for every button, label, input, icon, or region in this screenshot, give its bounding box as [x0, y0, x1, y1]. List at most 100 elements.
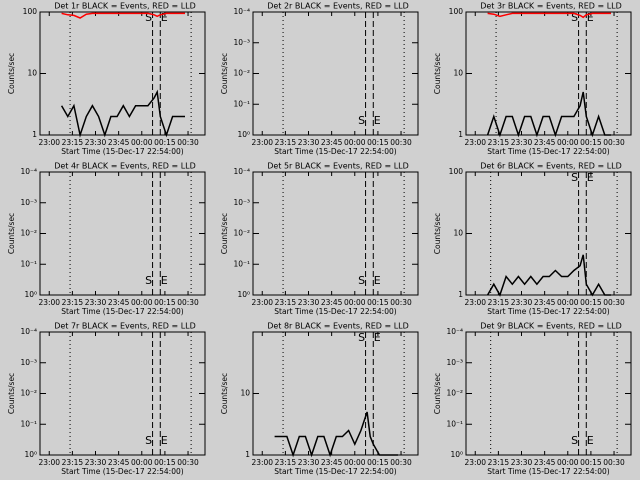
x-tick-label: 23:15	[488, 298, 510, 307]
marker-label: S	[358, 331, 365, 344]
y-tick-label: 10⁰	[24, 290, 37, 299]
x-tick-label: 00:15	[154, 298, 176, 307]
x-axis-label: Start Time (15-Dec-17 22:54:00)	[487, 307, 609, 316]
x-tick-label: 23:15	[275, 138, 297, 147]
x-tick-label: 23:45	[321, 138, 343, 147]
y-tick-label: 10⁻⁴	[20, 167, 37, 176]
y-tick-label: 10⁻²	[20, 389, 37, 398]
y-tick-label: 10⁻³	[20, 198, 37, 207]
x-axis-label: Start Time (15-Dec-17 22:54:00)	[61, 467, 183, 476]
marker-label: S	[358, 274, 365, 287]
x-tick-label: 00:00	[131, 458, 153, 467]
y-axis-label: Counts/sec	[433, 213, 442, 254]
x-tick-label: 23:45	[108, 458, 130, 467]
x-tick-label: 00:00	[131, 138, 153, 147]
panel: Det 7r BLACK = Events, RED = LLD Counts/s…	[7, 322, 206, 476]
x-tick-label: 23:30	[298, 138, 320, 147]
marker-label: E	[161, 11, 168, 24]
marker-label: E	[587, 434, 594, 447]
y-tick-label: 10⁻⁴	[233, 7, 250, 16]
x-tick-label: 23:00	[464, 298, 486, 307]
panel: Det 5r BLACK = Events, RED = LLD Counts/s…	[220, 162, 419, 316]
x-tick-label: 23:45	[321, 458, 343, 467]
x-tick-label: 00:00	[344, 298, 366, 307]
panel-title: Det 5r BLACK = Events, RED = LLD	[267, 162, 409, 171]
x-tick-label: 00:00	[557, 458, 579, 467]
x-tick-label: 23:30	[511, 458, 533, 467]
y-axis-label: Counts/sec	[7, 373, 16, 414]
panel-title: Det 3r BLACK = Events, RED = LLD	[480, 2, 622, 11]
x-tick-label: 23:45	[534, 138, 556, 147]
x-tick-label: 00:30	[177, 138, 199, 147]
x-tick-label: 00:00	[344, 138, 366, 147]
x-tick-label: 23:30	[511, 138, 533, 147]
series-line	[486, 254, 611, 297]
y-tick-label: 10⁰	[450, 450, 463, 459]
x-tick-label: 00:30	[390, 138, 412, 147]
marker-label: S	[145, 274, 152, 287]
x-axis-label: Start Time (15-Dec-17 22:54:00)	[487, 467, 609, 476]
marker-label: E	[374, 331, 381, 344]
plot-frame	[252, 11, 419, 136]
marker-label: E	[587, 171, 594, 184]
y-tick-label: 10	[453, 69, 463, 78]
x-tick-label: 23:30	[298, 458, 320, 467]
y-tick-label: 10⁻³	[20, 358, 37, 367]
x-tick-label: 23:00	[38, 458, 60, 467]
x-axis-label: Start Time (15-Dec-17 22:54:00)	[274, 467, 396, 476]
x-tick-label: 00:15	[154, 458, 176, 467]
series-line	[61, 12, 185, 19]
panel-title: Det 6r BLACK = Events, RED = LLD	[480, 162, 622, 171]
x-tick-label: 00:30	[177, 298, 199, 307]
y-axis-label: Counts/sec	[220, 373, 229, 414]
marker-label: S	[571, 434, 578, 447]
y-axis-label: Counts/sec	[220, 213, 229, 254]
y-tick-label: 10⁻¹	[20, 419, 37, 428]
x-tick-label: 00:30	[390, 298, 412, 307]
x-tick-label: 00:15	[367, 138, 389, 147]
x-tick-label: 00:15	[367, 298, 389, 307]
plot-frame	[252, 171, 419, 296]
marker-label: S	[571, 171, 578, 184]
x-tick-label: 23:00	[464, 138, 486, 147]
x-tick-label: 23:00	[38, 138, 60, 147]
x-axis-label: Start Time (15-Dec-17 22:54:00)	[487, 147, 609, 156]
x-tick-label: 23:30	[85, 298, 107, 307]
y-axis-label: Counts/sec	[220, 53, 229, 94]
y-tick-label: 10	[240, 389, 250, 398]
y-tick-label: 10⁻³	[233, 38, 250, 47]
x-tick-label: 00:15	[154, 138, 176, 147]
y-tick-label: 10⁻⁴	[233, 167, 250, 176]
y-tick-label: 10⁻⁴	[446, 327, 463, 336]
x-tick-label: 00:30	[177, 458, 199, 467]
x-tick-label: 23:00	[251, 138, 273, 147]
x-axis-label: Start Time (15-Dec-17 22:54:00)	[61, 147, 183, 156]
panel-title: Det 4r BLACK = Events, RED = LLD	[54, 162, 196, 171]
marker-label: E	[587, 11, 594, 24]
y-tick-label: 1	[32, 130, 37, 139]
y-tick-label: 10⁻¹	[233, 259, 250, 268]
x-tick-label: 00:30	[603, 458, 625, 467]
x-tick-label: 23:45	[108, 138, 130, 147]
plot-frame	[39, 171, 206, 296]
x-tick-label: 00:15	[580, 138, 602, 147]
x-tick-label: 23:30	[85, 138, 107, 147]
y-tick-label: 10	[453, 229, 463, 238]
panel-title: Det 2r BLACK = Events, RED = LLD	[267, 2, 409, 11]
x-tick-label: 23:45	[108, 298, 130, 307]
y-tick-label: 10⁻²	[233, 229, 250, 238]
x-tick-label: 23:15	[62, 138, 84, 147]
y-tick-label: 1	[245, 450, 250, 459]
marker-label: E	[161, 434, 168, 447]
panel: Det 8r BLACK = Events, RED = LLD Counts/s…	[220, 322, 419, 476]
y-tick-label: 10⁻³	[233, 198, 250, 207]
marker-label: S	[145, 434, 152, 447]
marker-label: S	[571, 11, 578, 24]
x-tick-label: 23:15	[62, 458, 84, 467]
series-line	[274, 411, 398, 458]
y-tick-label: 10⁰	[237, 130, 250, 139]
y-tick-label: 10⁰	[237, 290, 250, 299]
x-tick-label: 23:30	[298, 298, 320, 307]
y-tick-label: 10⁻⁴	[20, 327, 37, 336]
